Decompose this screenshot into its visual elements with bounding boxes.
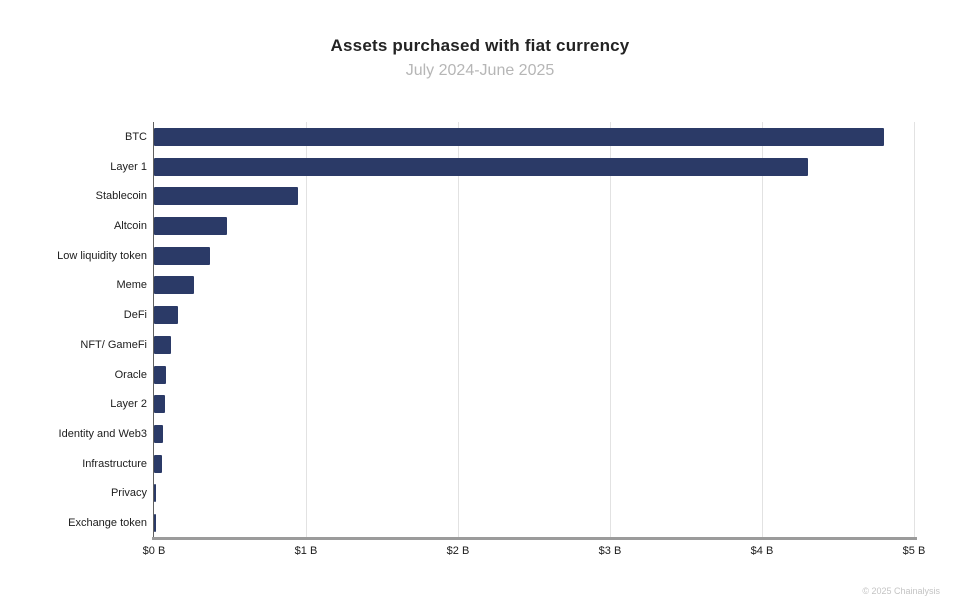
chart-row: BTC	[125, 122, 914, 152]
category-label: NFT/ GameFi	[80, 338, 147, 351]
bar	[154, 187, 299, 206]
bar	[154, 276, 194, 295]
category-label: Meme	[116, 279, 147, 292]
category-label: Low liquidity token	[57, 249, 147, 262]
category-label: BTC	[125, 130, 147, 143]
bar	[154, 217, 227, 236]
y-axis-line	[153, 122, 154, 538]
chart-row: Altcoin	[114, 211, 914, 241]
footer-credit: © 2025 Chainalysis	[862, 586, 940, 596]
category-label: Identity and Web3	[58, 428, 147, 441]
chart-row: Infrastructure	[82, 449, 914, 479]
x-tick-label: $4 B	[750, 545, 774, 557]
chart-row: Oracle	[115, 360, 914, 390]
gridline-1b	[306, 122, 307, 538]
category-label: Privacy	[110, 487, 147, 500]
chart-subtitle: July 2024-June 2025	[405, 62, 555, 79]
bar	[154, 157, 808, 176]
bar	[154, 246, 211, 265]
gridline-4b	[762, 122, 763, 538]
chart-row: Stablecoin	[96, 181, 914, 211]
gridline-2b	[458, 122, 459, 538]
chart-row: Low liquidity token	[57, 241, 914, 271]
bar	[154, 514, 156, 533]
category-label: Stablecoin	[95, 190, 147, 203]
x-axis-labels: $0 B $1 B $2 B $3 B $4 B $5 B	[143, 545, 926, 561]
chart-row: DeFi	[124, 300, 914, 330]
gridline-3b	[610, 122, 611, 538]
chart-row: Identity and Web3	[59, 419, 914, 449]
chart-title: Assets purchased with fiat currency	[330, 36, 630, 55]
x-tick-label: $1 B	[294, 545, 318, 557]
chart-row: Privacy	[111, 479, 914, 509]
category-label: Infrastructure	[82, 457, 147, 470]
chart-row: Exchange token	[68, 508, 914, 538]
plot-area: BTC Layer 1 Stablecoin Altcoin Low liquidity…	[57, 122, 917, 540]
x-axis-line	[152, 537, 917, 540]
bar	[154, 365, 167, 384]
bars-layer: BTC Layer 1 Stablecoin Altcoin Low liquidity…	[57, 122, 914, 538]
category-label: Oracle	[114, 368, 147, 381]
bar	[154, 425, 164, 444]
x-tick-label: $2 B	[446, 545, 470, 557]
bar	[154, 395, 165, 414]
bar	[154, 484, 156, 503]
x-tick-label: $0 B	[142, 545, 166, 557]
category-label: Altcoin	[113, 220, 147, 233]
chart-row: Meme	[116, 271, 914, 301]
chart-row: Layer 1	[110, 152, 914, 182]
x-tick-label: $3 B	[598, 545, 622, 557]
bar	[154, 454, 162, 473]
chart-row: Layer 2	[110, 389, 914, 419]
category-label: DeFi	[123, 309, 147, 322]
bar	[154, 306, 179, 325]
category-label: Layer 2	[110, 398, 147, 411]
bar	[154, 127, 884, 146]
gridline-5b	[914, 122, 915, 538]
category-label: Layer 1	[110, 160, 147, 173]
bar	[154, 335, 171, 354]
category-label: Exchange token	[68, 517, 147, 530]
chart-row: NFT/ GameFi	[80, 330, 914, 360]
x-tick-label: $5 B	[902, 545, 926, 557]
